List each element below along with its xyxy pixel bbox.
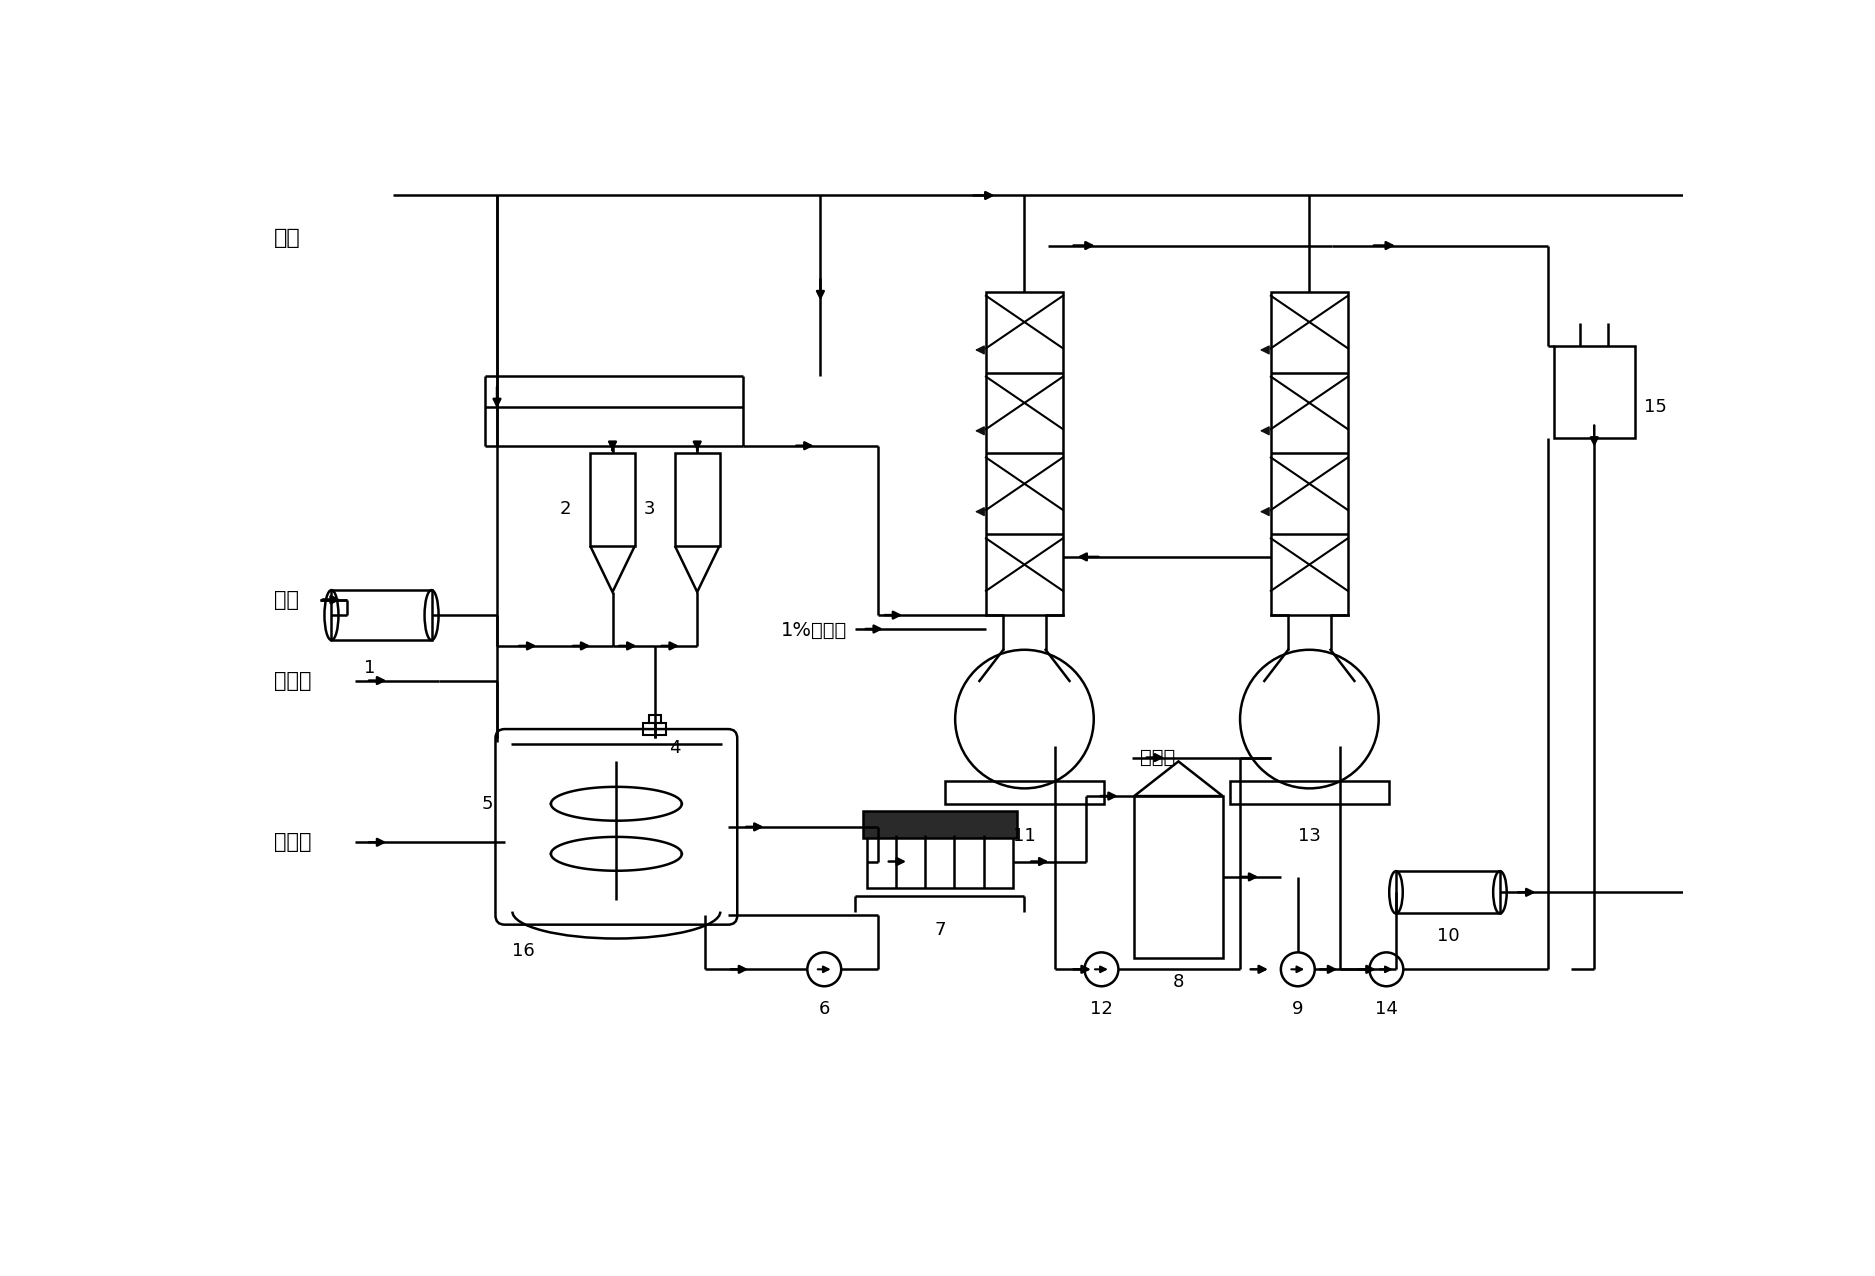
Bar	[945, 781, 1104, 804]
Text: 水解液: 水解液	[274, 671, 311, 690]
Text: 冷却水: 冷却水	[274, 832, 311, 852]
Bar	[332, 590, 431, 641]
Text: 7: 7	[934, 921, 945, 939]
Bar	[866, 835, 1012, 888]
Text: 浆渣: 浆渣	[274, 590, 298, 610]
Bar	[1271, 292, 1348, 615]
Text: 16: 16	[512, 943, 534, 961]
Text: 5: 5	[482, 795, 493, 813]
Text: 8: 8	[1172, 974, 1185, 991]
Text: 3: 3	[645, 500, 656, 518]
Bar	[1230, 781, 1389, 804]
Text: 9: 9	[1292, 1000, 1303, 1018]
Bar	[649, 716, 662, 723]
Text: 13: 13	[1298, 827, 1320, 845]
Text: 6: 6	[819, 1000, 831, 1018]
Bar	[1554, 346, 1635, 438]
Text: 氮气: 氮气	[274, 228, 300, 248]
Text: 浓盐酸: 浓盐酸	[1140, 748, 1176, 767]
Text: 14: 14	[1374, 1000, 1397, 1018]
Text: 2: 2	[559, 500, 570, 518]
Bar	[1397, 872, 1500, 914]
Bar	[1134, 796, 1222, 958]
Bar	[675, 453, 720, 546]
Text: 15: 15	[1644, 398, 1667, 416]
Text: 10: 10	[1436, 928, 1459, 946]
Bar	[986, 292, 1063, 615]
Text: 4: 4	[669, 739, 681, 758]
Bar	[591, 453, 636, 546]
Text: 12: 12	[1089, 1000, 1114, 1018]
Bar	[643, 723, 666, 735]
Text: 11: 11	[1013, 827, 1035, 845]
Text: 1%稀盐酸: 1%稀盐酸	[782, 621, 848, 641]
Bar	[862, 812, 1016, 838]
Text: 1: 1	[364, 660, 375, 678]
